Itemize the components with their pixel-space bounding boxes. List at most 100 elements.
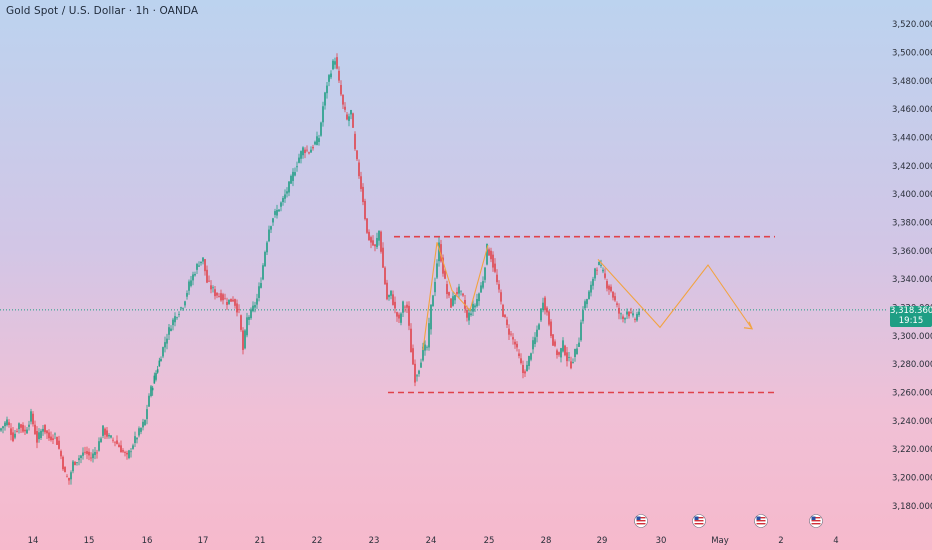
x-tick-label: 23	[369, 536, 380, 546]
candle-body	[496, 274, 498, 283]
candlestick-series	[0, 53, 640, 485]
y-tick-label: 3,180.000	[892, 502, 932, 512]
candle-body	[620, 313, 622, 315]
candle-body	[210, 285, 212, 290]
y-tick-label: 3,280.000	[892, 360, 932, 370]
candle-body	[188, 281, 190, 291]
x-tick-label: 28	[541, 536, 552, 546]
candle-body	[196, 264, 198, 270]
candle-body	[314, 141, 316, 145]
candle-body	[474, 305, 476, 308]
candle-body	[80, 455, 82, 459]
candle-body	[6, 419, 8, 426]
candle-body	[24, 429, 26, 432]
candle-body	[428, 323, 430, 348]
candle-body	[208, 280, 210, 282]
candle-body	[392, 294, 394, 305]
us-flag-event-icon[interactable]	[692, 514, 706, 528]
candle-body	[522, 364, 524, 374]
candle-body	[512, 337, 514, 340]
candle-body	[248, 316, 250, 320]
candle-body	[418, 370, 420, 374]
candle-body	[88, 451, 90, 456]
candle-body	[576, 348, 578, 355]
candle-body	[162, 347, 164, 357]
candle-body	[472, 304, 474, 312]
us-flag-event-icon[interactable]	[809, 514, 823, 528]
candle-body	[386, 282, 388, 300]
candle-body	[504, 314, 506, 318]
candle-body	[282, 198, 284, 203]
candle-body	[298, 157, 300, 163]
candle-body	[538, 324, 540, 330]
y-tick-label: 3,340.000	[892, 275, 932, 285]
candle-body	[153, 375, 156, 384]
candle-body	[126, 452, 128, 455]
candle-body	[362, 186, 364, 203]
candle-body	[144, 419, 146, 426]
y-tick-label: 3,260.000	[892, 389, 932, 399]
candle-body	[378, 230, 380, 241]
candle-body	[72, 461, 74, 472]
candle-body	[426, 346, 428, 348]
candle-body	[356, 150, 358, 160]
candle-body	[552, 334, 554, 346]
x-tick-label: 16	[142, 536, 153, 546]
candle-body	[120, 445, 122, 453]
candle-body	[570, 361, 572, 369]
candle-body	[36, 431, 38, 443]
y-tick-label: 3,500.000	[892, 49, 932, 59]
candle-body	[90, 457, 92, 459]
candle-body	[416, 375, 418, 377]
candle-body	[44, 424, 46, 433]
candle-body	[20, 424, 22, 428]
candle-body	[50, 436, 52, 441]
candle-body	[396, 312, 398, 317]
economic-events[interactable]	[634, 514, 823, 528]
candle-body	[636, 313, 638, 321]
candle-body	[616, 303, 618, 305]
y-tick-label: 3,420.000	[892, 162, 932, 172]
candle-body	[2, 426, 4, 429]
candle-body	[190, 280, 192, 286]
candle-body	[336, 57, 338, 69]
candle-body	[14, 433, 16, 438]
candle-body	[94, 451, 96, 456]
y-tick-label: 3,300.000	[892, 332, 932, 342]
candle-body	[206, 269, 208, 283]
candle-body	[254, 305, 256, 308]
candle-body	[32, 413, 34, 425]
candle-body	[318, 138, 320, 142]
candle-body	[26, 429, 28, 434]
candle-body	[630, 312, 632, 314]
candle-body	[558, 352, 560, 355]
projection-path[interactable]	[422, 242, 754, 351]
candle-body	[292, 171, 294, 181]
candle-body	[536, 329, 538, 337]
candle-body	[198, 265, 200, 267]
candle-body	[500, 292, 502, 302]
us-flag-event-icon[interactable]	[754, 514, 768, 528]
us-flag-event-icon[interactable]	[634, 514, 648, 528]
candle-body	[564, 345, 566, 356]
projection-line[interactable]	[597, 258, 753, 330]
candle-body	[448, 292, 450, 296]
candle-body	[236, 303, 238, 313]
y-axis[interactable]: 3,180.000 3,200.000 3,220.000 3,240.000 3,26…	[892, 20, 932, 512]
candle-body	[118, 444, 120, 448]
support-resistance-levels[interactable]	[388, 235, 775, 394]
candle-body	[100, 438, 102, 443]
y-tick-label: 3,220.000	[892, 445, 932, 455]
candle-body	[342, 94, 344, 105]
projection-line[interactable]	[422, 242, 489, 351]
candle-body	[150, 386, 152, 396]
candle-body	[266, 242, 268, 253]
candle-body	[74, 461, 76, 466]
candle-body	[232, 299, 234, 302]
candle-body	[252, 305, 254, 312]
x-axis[interactable]: 14 15 16 17 21 22 23 24 25 28 29 30 May 2 4	[28, 536, 839, 546]
candle-body	[58, 440, 60, 449]
candle-body	[226, 302, 228, 305]
